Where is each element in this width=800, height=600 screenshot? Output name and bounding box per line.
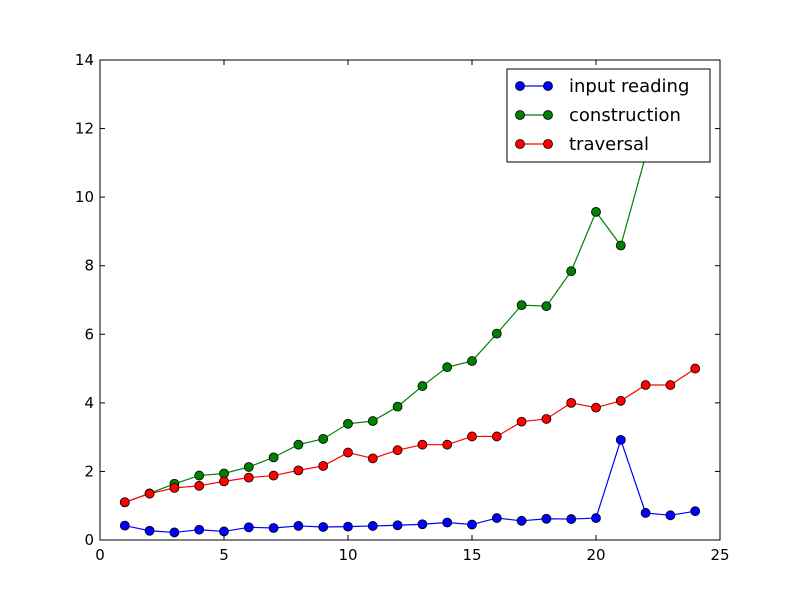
data-point-input-reading (615, 434, 626, 445)
data-point-traversal (417, 439, 428, 450)
data-point-construction (491, 328, 502, 339)
data-point-input-reading (665, 510, 676, 521)
data-point-traversal (318, 461, 329, 471)
y-tick-label: 4 (84, 394, 94, 412)
data-point-input-reading (541, 513, 552, 524)
y-tick-label: 6 (84, 325, 94, 343)
data-point-input-reading (467, 519, 477, 530)
y-tick-label: 2 (84, 462, 94, 480)
data-point-traversal (367, 453, 378, 464)
data-point-traversal (566, 397, 577, 408)
legend-marker-traversal (543, 139, 553, 149)
data-point-construction (392, 401, 403, 412)
data-point-construction (417, 381, 428, 391)
legend-marker-traversal (515, 139, 525, 149)
data-point-input-reading (640, 508, 651, 518)
data-point-construction (442, 362, 453, 373)
data-point-input-reading (566, 514, 577, 524)
data-point-traversal (293, 465, 304, 476)
data-point-traversal (343, 447, 353, 458)
y-tick-label: 8 (84, 257, 94, 275)
data-point-traversal (194, 480, 205, 491)
data-point-traversal (243, 472, 254, 483)
data-point-traversal (690, 363, 701, 374)
data-point-traversal (541, 414, 552, 424)
y-tick-label: 14 (75, 51, 94, 69)
data-point-construction (367, 416, 378, 426)
data-point-traversal (392, 445, 403, 456)
data-point-construction (318, 433, 329, 444)
data-point-input-reading (219, 526, 229, 537)
data-point-traversal (591, 402, 601, 413)
data-point-construction (467, 356, 477, 366)
data-point-input-reading (690, 506, 701, 517)
data-point-construction (516, 300, 527, 311)
legend-label-traversal: traversal (569, 134, 649, 155)
x-tick-label: 5 (219, 546, 229, 564)
data-point-traversal (442, 439, 453, 450)
data-point-traversal (665, 380, 676, 390)
data-point-input-reading (343, 521, 353, 532)
data-point-input-reading (293, 521, 304, 531)
x-tick-label: 10 (338, 546, 357, 564)
x-tick-label: 0 (95, 546, 105, 564)
data-point-traversal (467, 431, 477, 442)
legend-marker-input-reading (543, 81, 553, 91)
x-tick-label: 25 (710, 546, 729, 564)
data-point-input-reading (194, 524, 205, 535)
legend-label-construction: construction (569, 105, 681, 126)
data-point-construction (268, 452, 279, 463)
data-point-traversal (268, 470, 279, 481)
data-point-input-reading (169, 527, 180, 538)
y-tick-label: 12 (75, 120, 94, 138)
data-point-input-reading (442, 517, 453, 528)
data-point-traversal (219, 476, 229, 487)
data-point-input-reading (243, 522, 254, 533)
data-point-construction (591, 206, 601, 217)
data-point-traversal (169, 482, 180, 493)
legend-label-input-reading: input reading (569, 76, 689, 97)
legend-marker-construction (543, 110, 553, 120)
data-point-traversal (516, 416, 527, 427)
y-tick-label: 0 (84, 531, 94, 549)
series-line-traversal (124, 368, 696, 503)
data-point-input-reading (417, 519, 428, 530)
data-point-construction (194, 470, 205, 481)
data-point-traversal (640, 380, 651, 390)
axis-ticks: 0 5 10 15 20 25 0 2 4 6 8 10 12 14 (75, 51, 730, 564)
legend: input reading construction traversal (506, 68, 711, 163)
plot-frame (99, 59, 721, 541)
legend-marker-input-reading (515, 81, 525, 91)
data-point-construction (343, 418, 353, 429)
x-tick-label: 20 (586, 546, 605, 564)
data-point-construction (293, 439, 304, 450)
data-point-input-reading (491, 513, 502, 523)
data-point-input-reading (591, 513, 601, 523)
data-point-traversal (119, 497, 130, 508)
x-tick-label: 15 (462, 546, 481, 564)
data-point-input-reading (318, 522, 329, 532)
data-point-input-reading (367, 521, 378, 531)
data-point-traversal (144, 488, 155, 499)
data-point-construction (615, 240, 626, 251)
data-point-input-reading (144, 525, 155, 536)
data-point-traversal (615, 395, 626, 406)
data-point-construction (541, 301, 552, 312)
data-point-construction (566, 266, 577, 277)
data-point-input-reading (392, 520, 403, 531)
y-tick-label: 10 (75, 188, 94, 206)
data-point-input-reading (268, 523, 279, 533)
data-point-input-reading (516, 515, 527, 526)
data-point-construction (243, 462, 254, 472)
legend-marker-construction (515, 110, 525, 120)
series-line-input-reading (124, 437, 696, 534)
data-point-traversal (491, 431, 502, 442)
data-point-input-reading (119, 520, 130, 531)
